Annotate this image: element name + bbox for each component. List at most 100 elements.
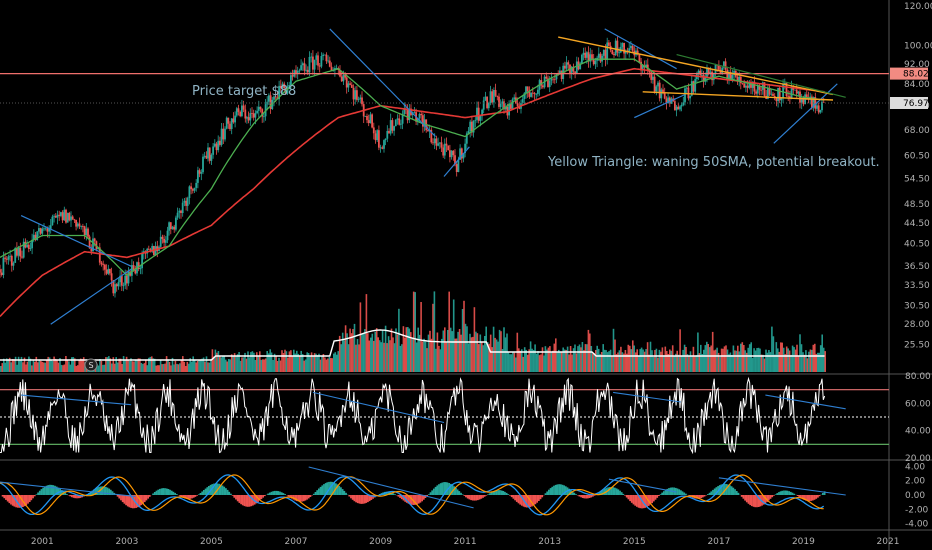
candle-body — [636, 50, 639, 55]
candle-body — [493, 90, 495, 103]
volume-bar — [445, 341, 448, 372]
macd-histogram-bar — [798, 495, 801, 498]
candle-body — [560, 70, 563, 79]
macd-histogram-bar — [438, 484, 440, 495]
price-axis-tick-label: 54.50 — [904, 175, 930, 185]
volume-bar — [528, 349, 530, 372]
volume-bar — [341, 332, 344, 372]
volume-bar — [751, 357, 754, 372]
macd-histogram-bar — [299, 495, 302, 502]
candle-body — [530, 92, 532, 97]
volume-bar — [11, 359, 14, 372]
macd-histogram-bar — [480, 495, 483, 499]
volume-bar — [176, 363, 178, 372]
candle-body — [476, 107, 478, 120]
candle-body — [70, 216, 72, 221]
candle-body — [591, 54, 593, 59]
sma50-line — [0, 58, 825, 277]
volume-bar — [449, 327, 452, 372]
candle-body — [9, 255, 11, 257]
macd-histogram-bar — [815, 495, 818, 499]
macd-histogram-bar — [745, 495, 748, 503]
macd-histogram-bar — [439, 483, 442, 495]
volume-bar — [448, 291, 450, 372]
macd-signal-line — [0, 474, 824, 516]
volume-bar — [451, 331, 453, 372]
volume-bar — [358, 344, 360, 372]
volume-bar — [800, 344, 803, 372]
candle-body — [173, 226, 176, 230]
volume-bar — [179, 363, 181, 372]
volume-bar — [430, 338, 433, 372]
candle-body — [97, 247, 99, 250]
volume-bar — [753, 348, 755, 372]
candle-body — [200, 172, 203, 174]
candle-body — [357, 99, 360, 100]
trendline — [443, 146, 470, 177]
macd-histogram-bar — [747, 495, 750, 504]
candle-body — [213, 143, 216, 147]
macd-histogram-bar — [213, 483, 215, 495]
volume-bar — [574, 344, 576, 372]
macd-histogram-bar — [571, 491, 574, 495]
macd-histogram-bar — [316, 490, 319, 495]
macd-histogram-bar — [803, 495, 806, 500]
candle-body — [207, 147, 209, 159]
macd-histogram-bar — [644, 495, 647, 508]
volume-bar — [472, 336, 474, 372]
macd-histogram-bar — [534, 495, 537, 505]
volume-bar — [239, 360, 242, 372]
volume-bar — [655, 348, 658, 372]
macd-histogram-bar — [248, 495, 251, 507]
candle-body — [183, 200, 186, 203]
volume-ma-line — [0, 329, 825, 361]
candle-body — [707, 67, 710, 74]
macd-histogram-bar — [314, 492, 317, 495]
candle-body — [472, 120, 475, 133]
candle-body — [482, 100, 485, 110]
volume-bar — [777, 348, 779, 372]
candle-body — [225, 117, 228, 129]
macd-histogram-bar — [600, 491, 603, 495]
candle-body — [235, 108, 238, 116]
macd-histogram-bar — [394, 494, 396, 495]
macd-histogram-bar — [722, 484, 724, 495]
volume-bar — [214, 349, 217, 372]
candle-body — [789, 96, 791, 98]
volume-bar — [494, 337, 496, 372]
macd-histogram-bar — [453, 486, 456, 495]
macd-histogram-bar — [121, 495, 124, 503]
volume-bar — [518, 348, 520, 372]
volume-bar — [367, 333, 369, 372]
candle-body — [685, 87, 688, 89]
macd-histogram-bar — [451, 485, 454, 495]
volume-bar — [697, 332, 699, 372]
candle-body — [374, 133, 377, 141]
macd-histogram-bar — [302, 495, 305, 502]
volume-bar — [74, 358, 76, 372]
macd-histogram-bar — [214, 483, 217, 495]
candle-body — [572, 66, 575, 72]
volume-bar — [57, 362, 60, 372]
candle-body — [733, 70, 735, 75]
macd-histogram-bar — [470, 495, 472, 501]
candle-body — [581, 54, 583, 64]
candle-body — [283, 83, 286, 89]
volume-bar — [338, 335, 341, 372]
macd-histogram-bar — [735, 491, 738, 495]
macd-histogram-bar — [752, 495, 755, 507]
time-axis-tick-label: 2015 — [623, 537, 646, 547]
macd-histogram-bar — [444, 482, 447, 495]
candle-body — [39, 228, 42, 234]
macd-histogram-bar — [170, 490, 173, 495]
candle-body — [198, 170, 201, 174]
volume-bar — [639, 349, 641, 372]
rsi-trendline — [21, 394, 132, 406]
volume-bar — [125, 356, 128, 372]
macd-histogram-bar — [810, 495, 812, 501]
volume-bar — [688, 356, 690, 372]
candle-body — [799, 91, 801, 103]
candle-body — [442, 147, 445, 156]
candle-body — [75, 219, 77, 227]
candle-body — [49, 225, 52, 229]
